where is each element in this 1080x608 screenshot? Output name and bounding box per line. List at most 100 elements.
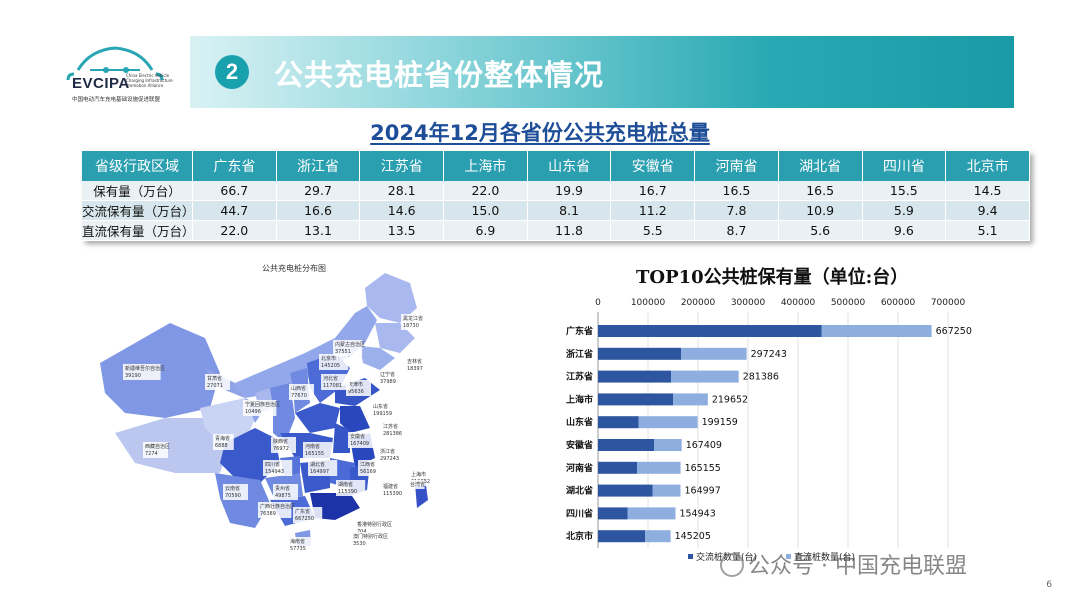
map-label-name: 山东省 bbox=[373, 403, 388, 410]
table-cell: 15.5 bbox=[862, 181, 947, 201]
table-cell: 5.6 bbox=[778, 220, 863, 241]
table-cell: 14.6 bbox=[359, 200, 445, 221]
map-label-name: 湖南省 bbox=[338, 481, 353, 488]
table-cell: 16.7 bbox=[610, 181, 696, 201]
map-region-jiangsu bbox=[340, 406, 370, 433]
category-label: 上海市 bbox=[566, 393, 593, 405]
bar-dc bbox=[637, 461, 681, 474]
map-label-name: 台湾省 bbox=[410, 481, 425, 488]
table-row: 直流保有量（万台） 22.0 13.1 13.5 6.9 11.8 5.5 8.… bbox=[82, 220, 1030, 241]
map-label-box bbox=[303, 442, 333, 458]
table-cell: 5.1 bbox=[945, 220, 1030, 241]
map-label-name: 香港特别行政区 bbox=[357, 521, 392, 528]
table-cell: 5.9 bbox=[862, 200, 947, 221]
category-label: 四川省 bbox=[566, 507, 593, 519]
map-label-value: 18730 bbox=[403, 323, 419, 329]
bar-dc bbox=[673, 393, 708, 406]
china-charging-map: 黑龙江省18730吉林省18397辽宁省37989内蒙古自治区37551北京市1… bbox=[100, 273, 439, 553]
bar-ac bbox=[598, 325, 822, 337]
map-label-value: 57735 bbox=[290, 546, 306, 552]
logo-subtitle: China Electric Vehicle Charging Infrastr… bbox=[126, 73, 173, 88]
category-label: 安徽省 bbox=[566, 439, 593, 451]
total-label: 154943 bbox=[679, 508, 715, 519]
bar-dc bbox=[821, 325, 932, 337]
bar-dc bbox=[627, 507, 676, 520]
table-header-cell: 河南省 bbox=[694, 151, 779, 181]
map-label-box bbox=[378, 447, 408, 463]
table-header-cell: 省级行政区域 bbox=[82, 151, 193, 181]
category-label: 北京市 bbox=[566, 530, 593, 542]
table-cell: 6.9 bbox=[443, 220, 528, 241]
bar-ac bbox=[598, 530, 645, 543]
map-label-box bbox=[289, 384, 314, 400]
map-region-qinghai bbox=[200, 398, 255, 443]
map-label-name: 宁夏回族自治区 bbox=[245, 401, 280, 408]
map-label-box bbox=[271, 437, 296, 453]
logo-cn-text: 中国电动汽车充电基础设施促进联盟 bbox=[72, 97, 161, 103]
table-cell: 10.9 bbox=[778, 200, 863, 221]
map-label-name: 黑龙江省 bbox=[403, 315, 423, 322]
total-label: 219652 bbox=[712, 394, 748, 405]
table-cell: 16.6 bbox=[276, 200, 361, 221]
table-cell: 16.5 bbox=[778, 181, 863, 201]
map-title: 公共充电桩分布图 bbox=[262, 264, 326, 273]
table-cell: 交流保有量（万台） bbox=[82, 200, 195, 221]
map-label-value: 39190 bbox=[125, 373, 141, 379]
map-label-box bbox=[381, 422, 411, 438]
bar-ac bbox=[598, 370, 671, 383]
x-tick-label: 200000 bbox=[681, 298, 716, 308]
map-label-name: 安徽省 bbox=[350, 433, 365, 440]
table-cell: 5.5 bbox=[610, 220, 696, 241]
table-cell: 9.4 bbox=[945, 200, 1030, 221]
legend-swatch-dc bbox=[786, 554, 791, 559]
x-tick-label: 400000 bbox=[781, 298, 816, 308]
total-label: 165155 bbox=[685, 463, 721, 474]
map-label-value: 76389 bbox=[260, 511, 276, 517]
map-region-shaanxi bbox=[270, 383, 295, 443]
map-label-value: 117081 bbox=[323, 383, 342, 389]
map-label-name: 吉林省 bbox=[407, 358, 422, 365]
map-label-value: 49875 bbox=[275, 493, 291, 499]
map-label-name: 海南省 bbox=[290, 538, 305, 545]
map-label-name: 四川省 bbox=[265, 461, 280, 468]
map-label-name: 江苏省 bbox=[383, 423, 398, 430]
total-label: 145205 bbox=[675, 531, 711, 542]
table-header-cell: 上海市 bbox=[443, 151, 528, 181]
map-label-box bbox=[321, 374, 351, 390]
total-label: 164997 bbox=[684, 486, 720, 497]
map-label-box bbox=[401, 314, 426, 330]
map-region-xizang bbox=[115, 418, 230, 473]
map-label-value: 77670 bbox=[291, 393, 307, 399]
table-cell: 15.0 bbox=[443, 200, 528, 221]
map-label-name: 内蒙古自治区 bbox=[335, 341, 365, 348]
table-header-cell: 北京市 bbox=[945, 151, 1030, 181]
map-label-box bbox=[333, 340, 363, 356]
map-label-value: 7274 bbox=[145, 451, 158, 457]
map-label-box bbox=[223, 484, 248, 500]
chart-title: TOP10公共桩保有量（单位:台） bbox=[636, 267, 909, 288]
category-label: 河南省 bbox=[566, 462, 593, 474]
map-label-value: 3530 bbox=[353, 541, 366, 547]
table-header-row: 省级行政区域 广东省 浙江省 江苏省 上海市 山东省 安徽省 河南省 湖北省 四… bbox=[82, 151, 1030, 181]
table-cell: 13.1 bbox=[276, 220, 361, 241]
bar-ac bbox=[598, 484, 653, 497]
map-label-value: 27071 bbox=[207, 383, 223, 389]
map-label-box bbox=[263, 460, 293, 476]
watermark: 公众号 · 中国充电联盟 bbox=[720, 548, 967, 580]
map-label-value: 70590 bbox=[225, 493, 241, 499]
map-label-box bbox=[205, 374, 230, 390]
map-label-name: 辽宁省 bbox=[380, 371, 395, 378]
map-region-heilongjiang bbox=[365, 273, 417, 323]
map-label-box bbox=[358, 460, 383, 476]
table-cell: 19.9 bbox=[527, 181, 612, 201]
bar-dc bbox=[645, 530, 671, 543]
table-row: 交流保有量（万台） 44.7 16.6 14.6 15.0 8.1 11.2 7… bbox=[82, 200, 1030, 221]
table-cell: 8.1 bbox=[527, 200, 612, 221]
category-label: 江苏省 bbox=[566, 371, 593, 383]
map-label-name: 广东省 bbox=[295, 508, 310, 515]
map-label-box bbox=[319, 354, 349, 370]
map-label-box bbox=[371, 402, 401, 418]
bar-ac bbox=[598, 393, 673, 406]
map-label-name: 上海市 bbox=[411, 471, 426, 478]
map-label-value: 95636 bbox=[348, 389, 364, 395]
